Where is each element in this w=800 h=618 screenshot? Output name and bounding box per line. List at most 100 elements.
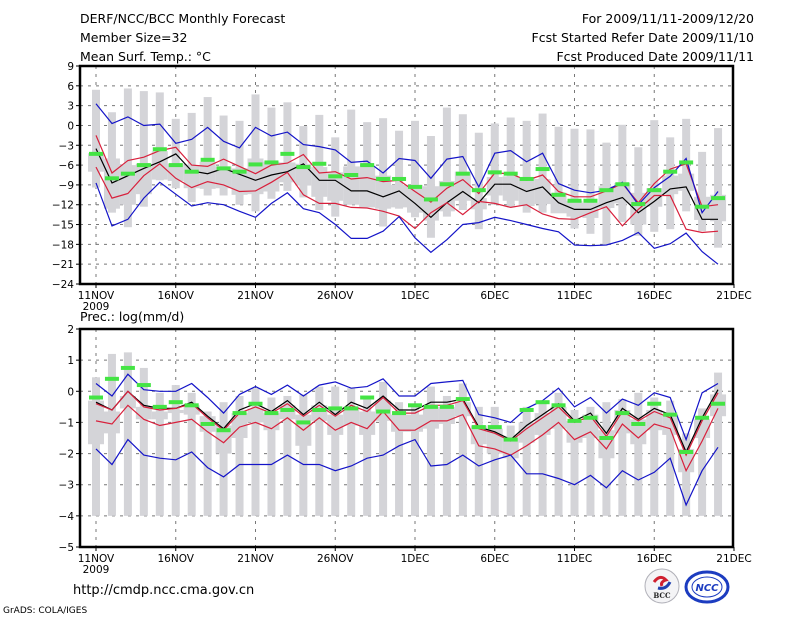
observed-marker (471, 188, 486, 193)
range-bar-narrow (363, 397, 372, 516)
observed-marker (519, 176, 534, 181)
observed-marker (264, 411, 279, 416)
observed-marker (631, 202, 646, 207)
range-bar-narrow (315, 386, 324, 516)
range-bar-wide (343, 166, 360, 205)
y-tick-label: 0 (67, 386, 74, 398)
range-bar-wide (678, 173, 695, 191)
chart-title: DERF/NCC/BCC Monthly Forecast (80, 11, 286, 26)
range-bar-narrow (395, 130, 404, 209)
range-bar-narrow (92, 89, 100, 188)
range-bar-wide (407, 184, 423, 213)
observed-marker (408, 403, 422, 408)
observed-marker (200, 421, 215, 426)
range-bar-wide (119, 395, 136, 409)
observed-marker (647, 188, 662, 193)
observed-marker (663, 412, 678, 417)
range-bar-narrow (426, 386, 435, 516)
observed-marker (503, 437, 518, 442)
source-url[interactable]: http://cmdp.ncc.cma.gov.cn (73, 583, 255, 598)
observed-marker (376, 176, 391, 181)
range-bar-wide (183, 405, 200, 415)
observed-marker (439, 182, 454, 187)
observed-marker (471, 425, 486, 430)
range-bar-wide (598, 430, 615, 459)
observed-marker (248, 162, 263, 167)
x-year-label: 2009 (83, 301, 110, 313)
observed-marker (104, 176, 119, 181)
y-tick-label: −2 (59, 449, 74, 461)
x-tick-label: 1DEC (401, 553, 430, 565)
range-bar-narrow (155, 392, 164, 516)
range-bar-narrow (506, 117, 515, 208)
observed-marker (344, 406, 359, 411)
range-bar-wide (167, 163, 184, 181)
range-bar-wide (710, 194, 727, 222)
range-bar-narrow (219, 115, 228, 196)
range-bar-wide (103, 411, 120, 434)
range-bar-wide (662, 414, 679, 435)
observed-marker (567, 198, 582, 203)
range-bar-narrow (522, 120, 531, 213)
observed-marker (232, 169, 247, 174)
observed-marker (679, 160, 694, 165)
range-bar-narrow (331, 386, 340, 516)
bcc-logo: BCC (644, 568, 680, 604)
range-bar-wide (103, 158, 120, 209)
observed-marker (647, 401, 662, 406)
inner-lower-line (95, 404, 719, 473)
y-tick-label: −3 (59, 480, 74, 492)
inner-upper-line (95, 390, 719, 457)
range-bar-narrow (347, 109, 356, 203)
range-bar-narrow (411, 405, 419, 516)
ensemble-mean-line (95, 148, 718, 220)
grads-credit: GrADS: COLA/IGES (3, 606, 88, 616)
range-bar-wide (678, 448, 695, 473)
outer-upper-line (95, 103, 719, 215)
range-bar-wide (359, 166, 376, 208)
observed-marker (360, 395, 375, 400)
observed-marker (136, 163, 151, 168)
observed-marker (328, 406, 343, 411)
x-tick-label: 6DEC (480, 553, 509, 565)
range-bar-narrow (363, 122, 372, 203)
range-bar-narrow (506, 425, 515, 516)
range-bar-narrow (602, 402, 611, 516)
range-bar-narrow (634, 147, 643, 236)
range-bar-narrow (203, 97, 212, 196)
range-bar-narrow (347, 388, 356, 516)
observed-marker (551, 192, 566, 197)
range-bar-narrow (123, 88, 132, 228)
range-bar-narrow (155, 92, 164, 181)
y-tick-label: −9 (59, 180, 74, 192)
range-bar-narrow (586, 406, 595, 516)
observed-marker (567, 418, 582, 423)
x-tick-label: 26NOV (317, 553, 354, 565)
range-bar-narrow (299, 126, 308, 198)
y-tick-label: −12 (52, 200, 74, 212)
x-tick-label: 11NOV (78, 553, 115, 565)
range-bar-wide (486, 176, 503, 196)
range-bar-wide (422, 406, 439, 429)
x-tick-label: 16DEC (637, 553, 672, 565)
observed-marker (376, 409, 391, 414)
range-bar-narrow (187, 112, 196, 203)
observed-marker (631, 421, 646, 426)
observed-marker (663, 169, 678, 174)
range-bar-wide (422, 186, 439, 221)
y-tick-label: 6 (67, 81, 74, 93)
observed-marker (392, 176, 407, 181)
observed-marker (312, 161, 327, 166)
range-bar-narrow (650, 397, 659, 516)
range-bar-wide (566, 200, 583, 217)
ncc-logo-icon: NCC (684, 570, 730, 604)
x-tick-label: 21NOV (237, 290, 274, 302)
ncc-logo: NCC (684, 570, 730, 604)
bcc-logo-text: BCC (653, 591, 671, 600)
observed-marker (296, 420, 311, 425)
outer-upper-line (95, 373, 719, 442)
y-tick-label: −18 (52, 239, 74, 251)
observed-marker (216, 428, 231, 433)
range-bar-wide (646, 188, 663, 207)
y-tick-label: 1 (67, 355, 74, 367)
